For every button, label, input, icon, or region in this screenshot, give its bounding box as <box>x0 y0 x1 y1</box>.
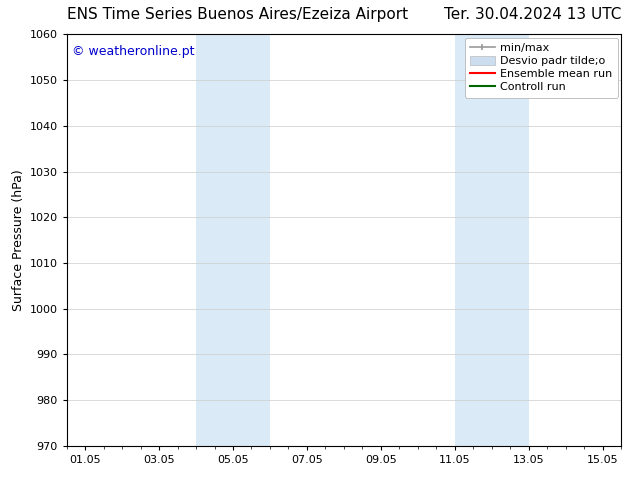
Legend: min/max, Desvio padr tilde;o, Ensemble mean run, Controll run: min/max, Desvio padr tilde;o, Ensemble m… <box>465 38 618 98</box>
Bar <box>455 34 529 446</box>
Text: ENS Time Series Buenos Aires/Ezeiza Airport: ENS Time Series Buenos Aires/Ezeiza Airp… <box>67 7 408 22</box>
Bar <box>196 34 270 446</box>
Text: © weatheronline.pt: © weatheronline.pt <box>72 45 195 58</box>
Text: Ter. 30.04.2024 13 UTC: Ter. 30.04.2024 13 UTC <box>444 7 621 22</box>
Y-axis label: Surface Pressure (hPa): Surface Pressure (hPa) <box>12 169 25 311</box>
